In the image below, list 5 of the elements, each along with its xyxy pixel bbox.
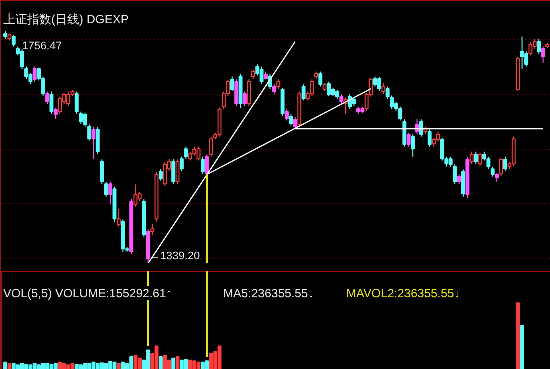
text: MAVOL2:236355.55↓	[346, 286, 460, 300]
text: MA5:236355.55↓	[224, 286, 314, 300]
text: VOL(5,5) VOLUME:155292.61↑	[4, 286, 172, 300]
chart-title: 上证指数(日线) DGEXP	[4, 12, 129, 26]
annotation: 1756.47	[22, 40, 62, 52]
